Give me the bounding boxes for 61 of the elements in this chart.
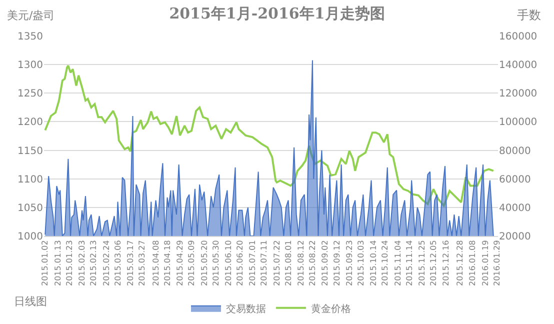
x-tick-label: 2015.10.24 — [380, 240, 390, 286]
y-tick-label: 1200 — [18, 117, 43, 128]
x-tick-label: 2016.01.19 — [480, 240, 490, 286]
x-tick-label: 2015.04.29 — [176, 240, 185, 286]
x-tick-label: 2015.04.18 — [162, 240, 172, 286]
x-tick-label: 2015.05.30 — [211, 240, 220, 286]
y2-tick-label: 60000 — [499, 174, 531, 186]
x-tick-label: 2015.07.01 — [248, 240, 258, 286]
x-tick-label: 2015.12.05 — [429, 240, 438, 286]
x-tick-label: 2015.11.14 — [404, 240, 414, 286]
legend-label: 交易数据 — [226, 302, 266, 315]
y-tick-label: 1350 — [18, 32, 43, 42]
y-tick-label: 1050 — [18, 202, 43, 214]
y2-tick-label: 160000 — [499, 32, 538, 42]
x-tick-label: 2015.07.11 — [260, 240, 269, 286]
x-tick-label: 2015.09.02 — [320, 240, 330, 286]
y-axis-title: 美元/盎司 — [7, 9, 55, 22]
x-tick-label: 2015.02.03 — [78, 240, 87, 286]
x-tick-label: 2015.01.13 — [53, 240, 62, 286]
x-tick-label: 2015.04.08 — [151, 240, 160, 286]
x-tick-label: 2015.02.24 — [102, 240, 111, 286]
y2-tick-label: 20000 — [499, 232, 531, 242]
x-tick-label: 2016.01.29 — [492, 240, 502, 286]
legend-label: 黄金价格 — [311, 302, 351, 315]
x-tick-label: 2015.03.06 — [113, 240, 122, 286]
x-tick-label: 2015.11.25 — [418, 240, 427, 286]
x-tick-label: 2015.08.12 — [296, 240, 306, 286]
chart-title: 2015年1月-2016年1月走势图 — [169, 4, 385, 23]
x-tick-label: 2015.10.03 — [356, 240, 366, 286]
y2-tick-label: 40000 — [499, 202, 531, 214]
y2-tick-label: 100000 — [499, 117, 538, 128]
y2-tick-label: 120000 — [499, 88, 538, 100]
x-tick-label: 2015.09.23 — [344, 240, 354, 286]
x-tick-label: 2015.01.02 — [40, 240, 50, 286]
y-tick-label: 1000 — [18, 232, 43, 242]
y-tick-label: 1100 — [18, 174, 43, 186]
x-tick-label: 2015.02.13 — [89, 240, 98, 286]
x-tick-label: 2015.03.17 — [126, 240, 136, 286]
x-tick-label: 2015.05.09 — [187, 240, 196, 286]
x-tick-label: 2015.10.14 — [369, 240, 378, 286]
x-tick-label: 2015.07.22 — [272, 240, 282, 286]
y-tick-label: 1250 — [18, 88, 43, 100]
x-tick-label: 2015.09.12 — [332, 240, 342, 286]
y2-tick-label: 140000 — [499, 60, 538, 72]
x-tick-label: 2015.11.04 — [393, 240, 402, 286]
x-tick-label: 2015.06.10 — [224, 240, 233, 286]
text: 日线图 — [14, 295, 47, 308]
y2-axis-title: 手数 — [517, 8, 541, 22]
x-tick-label: 2015.08.22 — [308, 240, 318, 286]
x-tick-label: 2015.06.20 — [235, 240, 244, 286]
x-tick-label: 2015.01.23 — [64, 240, 74, 286]
x-tick-label: 2015.12.28 — [456, 240, 465, 286]
x-tick-label: 2015.08.01 — [284, 240, 293, 286]
x-tick-label: 2016.01.08 — [468, 240, 478, 286]
x-tick-label: 2015.05.20 — [200, 240, 209, 286]
y2-tick-label: 80000 — [499, 146, 531, 157]
x-tick-label: 2015.03.27 — [138, 240, 147, 286]
y-tick-label: 1150 — [18, 146, 43, 157]
x-tick-label: 2015.12.16 — [442, 240, 451, 286]
y-tick-label: 1300 — [18, 60, 43, 72]
line-series — [44, 64, 494, 207]
